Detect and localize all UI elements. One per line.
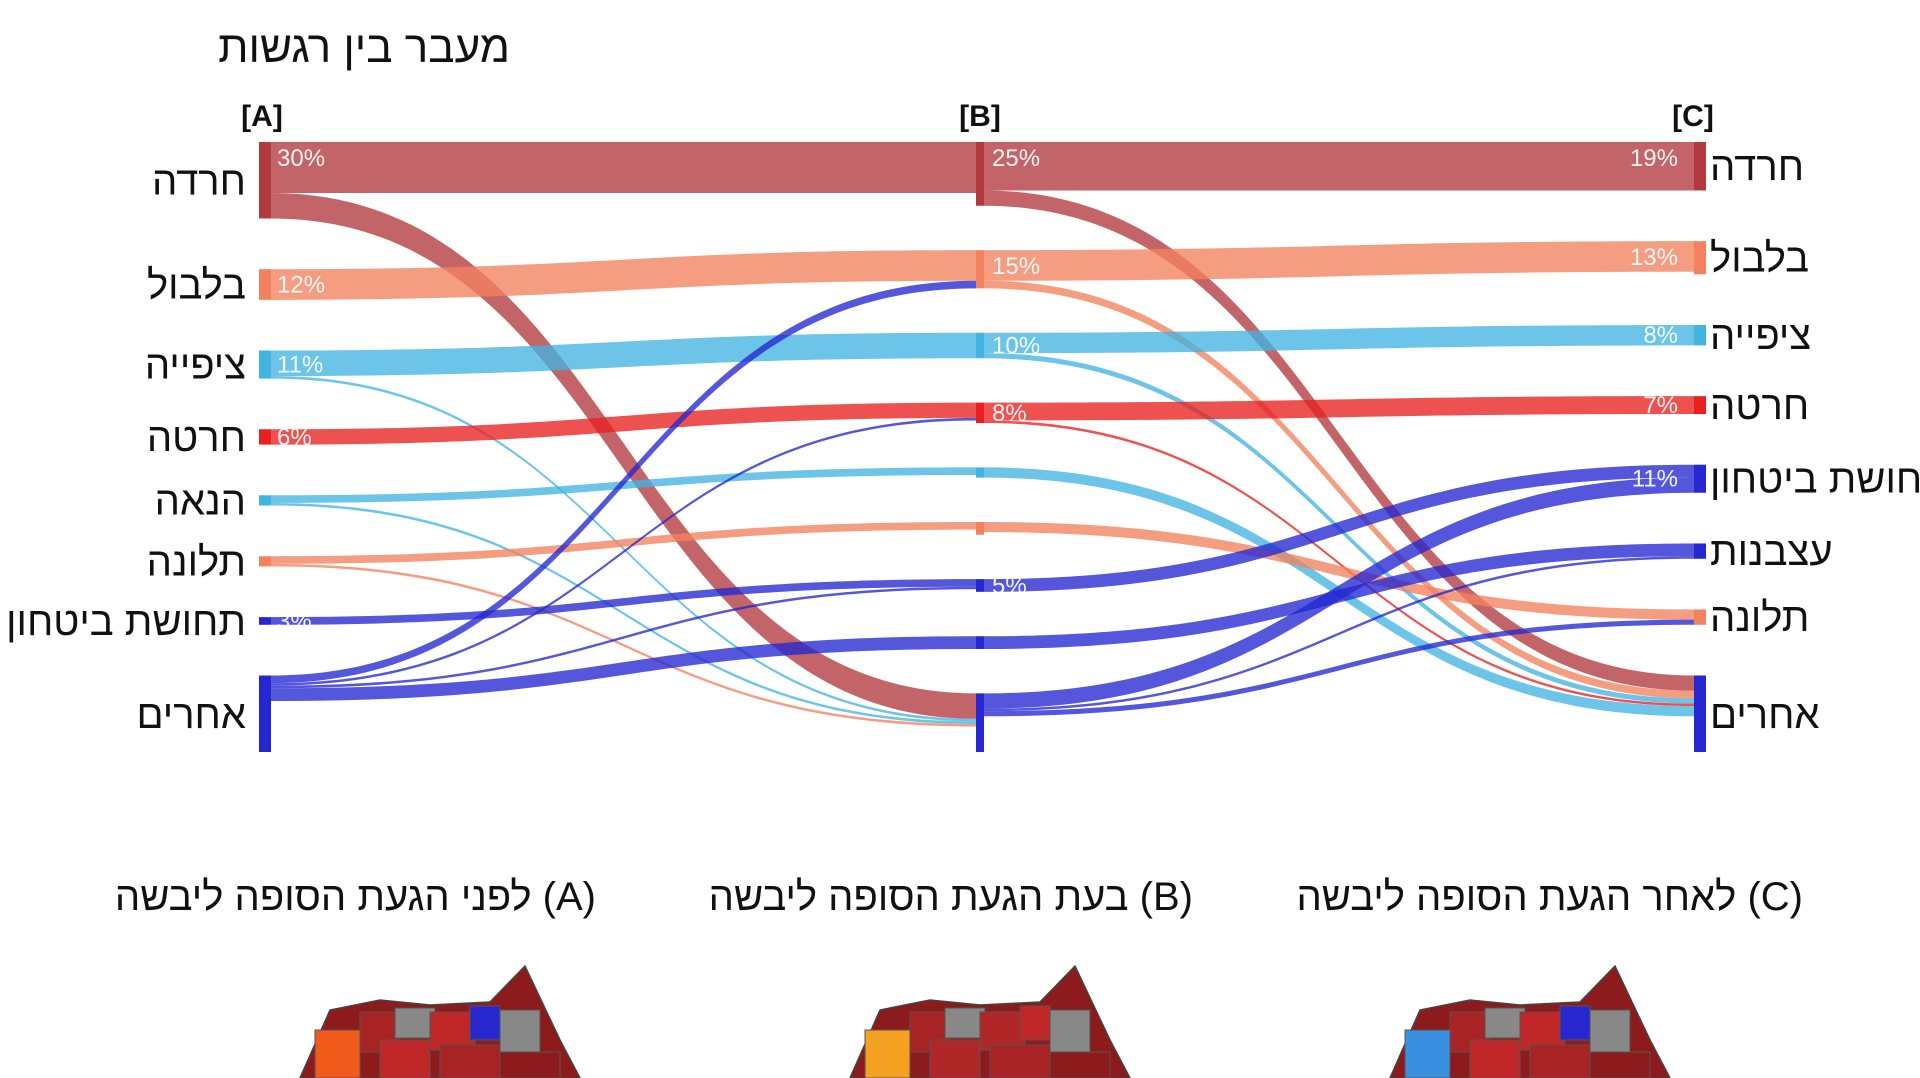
pct-label-B-confusion: 15% [992,253,1040,280]
category-label-C-security: תחושת ביטחון [1710,458,1920,502]
flow-1-complaint-to-complaint [984,521,1694,620]
flow-1-regret-to-others [984,420,1694,707]
node-C-confusion [1694,241,1706,275]
pct-label-A-anticipation: 11% [277,352,323,379]
category-label-C-sadness: עצבנות [1710,530,1833,574]
flow-0-regret-to-regret [271,402,976,445]
pct-label-A-security: 3% [277,608,312,635]
pct-label-C-regret: 7% [1643,392,1678,419]
node-B-security [976,579,984,592]
category-label-C-confusion: בלבול [1710,237,1809,281]
stage-caption-C: לאחר הגעת הסופה ליבשה (C) [1296,875,1803,919]
node-B-regret [976,402,984,424]
flow-1-confusion-to-others [984,280,1694,699]
chart-title: מעבר בין רגשות [218,23,510,72]
flow-1-regret-to-regret [984,396,1694,421]
category-label-A-anxiety: חרדה [152,159,246,203]
stage-caption-B: בעת הגעת הסופה ליבשה (B) [709,875,1193,919]
category-label-A-enjoyment: הנאה [155,479,246,523]
flow-0-complaint-to-complaint [271,521,976,564]
node-A-enjoyment [259,495,271,506]
pct-label-B-security: 5% [992,572,1027,599]
node-A-anticipation [259,350,271,379]
node-B-anticipation [976,332,984,359]
category-label-C-complaint: תלונה [1710,596,1809,640]
flow-0-confusion-to-confusion [271,250,976,300]
flow-1-others-to-security [984,477,1694,709]
stage-tag-B: [B] [959,100,1001,133]
stage-caption-A: לפני הגעת הסופה ליבשה (A) [115,875,596,919]
labels-layer: חרדה בלבול ציפייה חרטה הנאה תלונה תחושת ביטחון… [6,100,1920,737]
node-B-complaint [976,521,984,535]
node-A-confusion [259,269,271,300]
flow-1-security-to-security [984,464,1694,592]
category-label-C-anticipation: ציפייה [1710,314,1811,358]
flow-0-others-to-security [271,586,976,689]
flow-0-anxiety-to-anxiety [271,142,976,193]
flow-1-others-to-sadness [984,556,1694,712]
node-B-sadness [976,636,984,649]
flow-1-confusion-to-confusion [984,241,1694,281]
captions-layer: לפני הגעת הסופה ליבשה (A) בעת הגעת הסופה … [115,875,1803,919]
pct-label-B-regret: 8% [992,400,1027,427]
node-C-complaint [1694,609,1706,625]
node-B-enjoyment [976,467,984,478]
category-label-C-regret: חרטה [1710,384,1809,428]
category-label-A-anticipation: ציפייה [145,344,246,388]
flow-1-anxiety-to-others [984,190,1694,691]
nodes-layer: 30% 12% 11% 6% 3% 25% 15% 10% 8% 5% 19% 13% 8% 7% 11% [259,142,1706,752]
flow-0-others-to-regret [271,417,976,686]
flow-0-anticipation-to-others [271,376,976,722]
pct-label-A-confusion: 12% [277,272,325,299]
flow-1-anticipation-to-anticipation [984,325,1694,354]
region-map-B [849,964,1131,1078]
flow-0-anticipation-to-anticipation [271,332,976,377]
pct-label-A-regret: 6% [277,424,312,451]
flow-1-others-to-complaint [984,619,1694,717]
node-C-regret [1694,396,1706,414]
node-A-others [259,675,271,752]
category-label-A-security: תחושת ביטחון [6,600,246,644]
links-layer [271,142,1694,727]
node-A-security [259,617,271,625]
stage-tag-A: [A] [241,100,283,133]
node-C-anxiety [1694,142,1706,191]
flow-0-anxiety-to-others [271,193,976,719]
node-C-others [1694,675,1706,752]
flow-0-security-to-security [271,579,976,625]
pct-label-B-anxiety: 25% [992,145,1040,172]
category-label-C-others: אחרים [1710,693,1820,737]
region-map-C [1389,964,1671,1078]
node-C-anticipation [1694,325,1706,346]
category-label-A-regret: חרטה [147,416,246,460]
stage-tag-C: [C] [1672,100,1714,133]
maps-layer [299,964,1671,1078]
flow-0-enjoyment-to-others [271,502,976,724]
category-label-A-confusion: בלבול [147,264,246,308]
node-A-anxiety [259,142,271,219]
flow-0-others-to-confusion [271,280,976,684]
category-label-A-others: אחרים [136,693,246,737]
category-label-C-anxiety: חרדה [1710,145,1804,189]
flow-0-complaint-to-others [271,563,976,727]
node-B-others [976,693,984,752]
region-map-A [299,964,581,1078]
node-A-regret [259,429,271,445]
node-B-anxiety [976,142,984,206]
category-label-A-complaint: תלונה [147,540,246,584]
pct-label-C-anxiety: 19% [1630,145,1678,172]
flow-0-others-to-sadness [271,636,976,701]
pct-label-C-anticipation: 8% [1643,322,1678,349]
pct-label-C-confusion: 13% [1630,244,1678,271]
pct-label-A-anxiety: 30% [277,145,325,172]
node-C-sadness [1694,543,1706,559]
node-B-confusion [976,250,984,289]
pct-label-C-security: 11% [1632,466,1678,493]
pct-label-B-anticipation: 10% [992,333,1040,360]
node-C-security [1694,464,1706,493]
node-A-complaint [259,556,271,567]
flow-1-anxiety-to-anxiety [984,142,1694,191]
